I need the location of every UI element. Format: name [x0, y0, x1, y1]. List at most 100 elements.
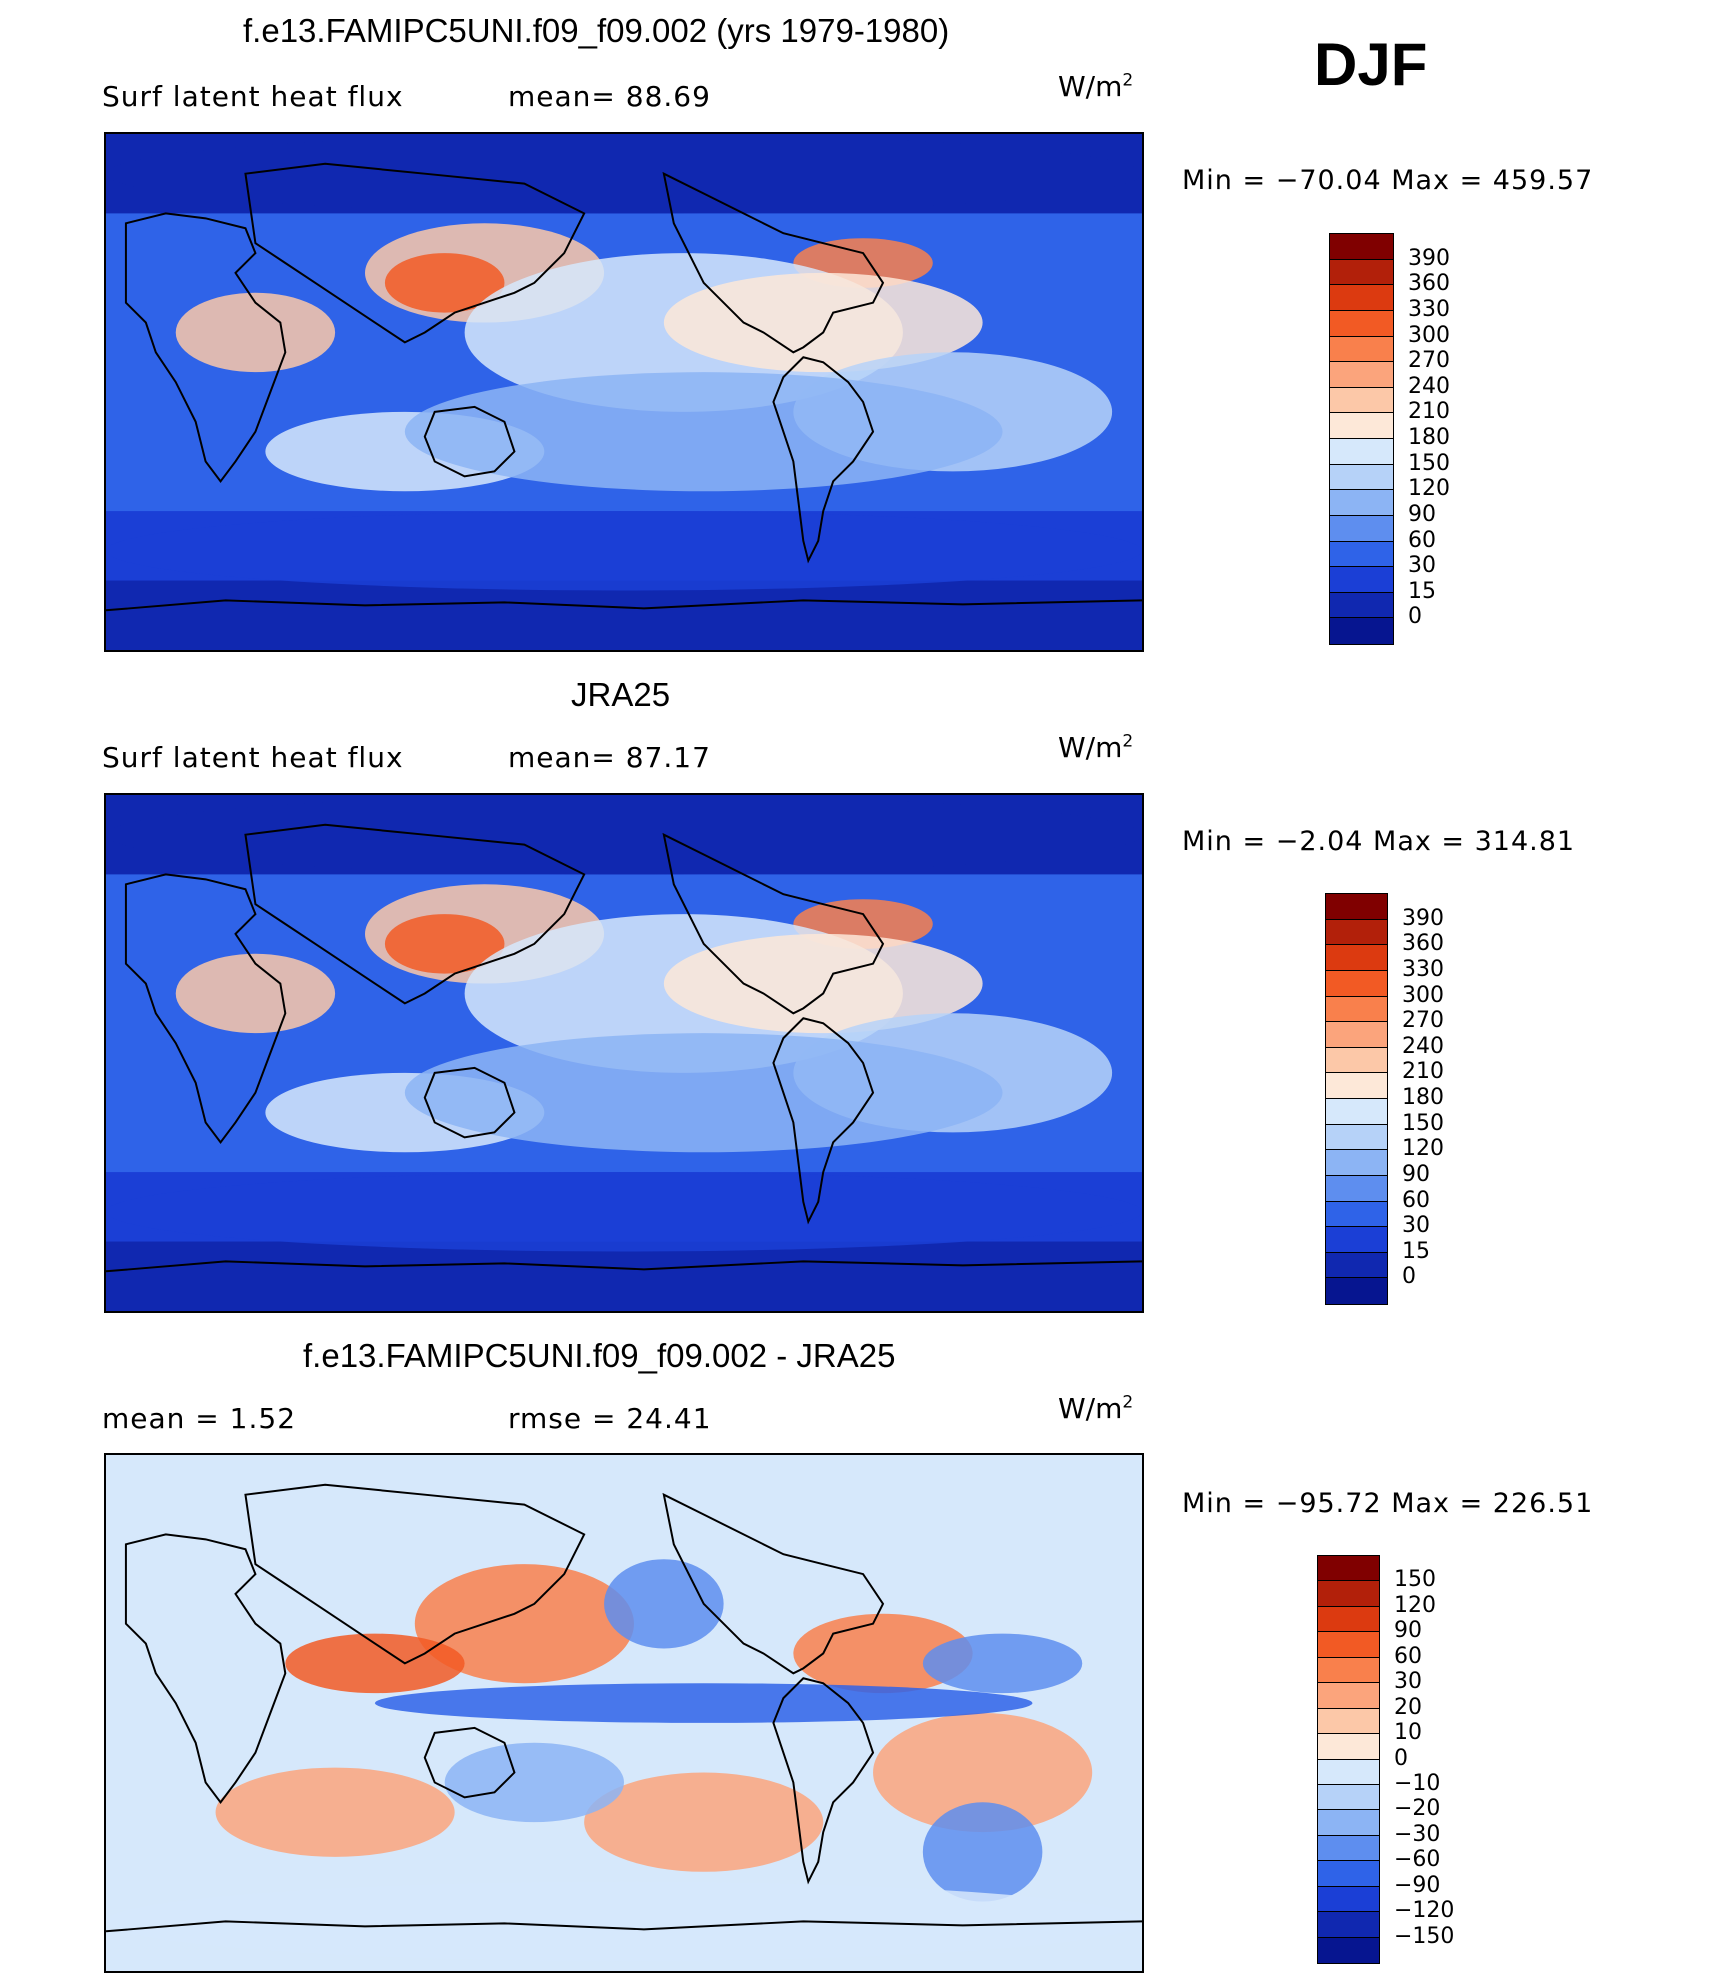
colorbar-label: 120	[1394, 1592, 1436, 1618]
panel2-title: JRA25	[571, 676, 671, 713]
panel3-rmse-label: rmse = 24.41	[508, 1402, 712, 1435]
colorbar-label: −10	[1394, 1770, 1441, 1796]
colorbar-label: −90	[1394, 1872, 1441, 1898]
coastline	[106, 1920, 1142, 1933]
colorbar-box	[1326, 1022, 1387, 1048]
colorbar-label: 90	[1402, 1161, 1430, 1187]
map-contour-region	[285, 1633, 465, 1694]
colorbar-box	[1330, 310, 1393, 337]
colorbar-label: 150	[1394, 1567, 1436, 1593]
coastline	[124, 212, 287, 483]
colorbar-box	[1326, 919, 1387, 946]
colorbar-box	[1318, 1581, 1379, 1607]
panel3-title: f.e13.FAMIPC5UNI.f09_f09.002 - JRA25	[303, 1337, 896, 1374]
map-contour-region	[106, 511, 1142, 591]
colorbar-label: −60	[1394, 1847, 1441, 1873]
colorbar-box	[1326, 1175, 1387, 1202]
colorbar-label: 15	[1402, 1238, 1430, 1264]
coastline	[124, 873, 287, 1144]
map-contour-region	[404, 1033, 1003, 1153]
colorbar-box	[1318, 1835, 1379, 1862]
colorbar-box	[1330, 362, 1393, 388]
coastline	[772, 1017, 875, 1225]
colorbar-label: 180	[1402, 1085, 1444, 1110]
colorbar-label: 270	[1402, 1008, 1444, 1034]
map-contour-region	[175, 953, 336, 1034]
map-contour-region	[106, 1172, 1142, 1252]
panel3-mean-label: mean = 1.52	[102, 1402, 297, 1435]
colorbar-box	[1318, 1708, 1379, 1735]
panel2-units: W/m2	[1058, 731, 1134, 764]
colorbar-box	[1318, 1606, 1379, 1633]
colorbar-label: 180	[1408, 425, 1450, 450]
coastline	[106, 599, 1142, 612]
coastline	[423, 1726, 516, 1799]
colorbar-label: 390	[1402, 905, 1444, 931]
coastline	[244, 162, 586, 344]
colorbar-label: 240	[1402, 1033, 1444, 1059]
colorbar-box	[1318, 1556, 1379, 1582]
colorbar-box	[1318, 1912, 1379, 1938]
coastline	[244, 823, 586, 1005]
colorbar-label: 90	[1394, 1618, 1422, 1644]
colorbar-label: 0	[1408, 604, 1422, 630]
colorbar-box	[1330, 490, 1393, 516]
coastline	[772, 1677, 875, 1885]
colorbar-box	[1326, 1150, 1387, 1176]
panel1-mean-label: mean= 88.69	[508, 80, 711, 113]
colorbar-label: −120	[1394, 1898, 1455, 1924]
colorbar-box	[1318, 1810, 1379, 1836]
map-contour-region	[604, 1559, 724, 1649]
colorbar-label: 360	[1402, 931, 1444, 957]
colorbar-label: 0	[1394, 1745, 1408, 1771]
colorbar-box	[1330, 439, 1393, 465]
colorbar-box	[1330, 259, 1393, 286]
colorbar-label: 390	[1408, 245, 1450, 271]
colorbar-box	[1326, 1073, 1387, 1099]
coastline	[662, 1492, 885, 1675]
colorbar-label: 240	[1408, 373, 1450, 399]
colorbar-label: 10	[1394, 1720, 1422, 1746]
colorbar-label: 210	[1408, 399, 1450, 425]
colorbar-box	[1326, 894, 1387, 920]
map-contour-region	[922, 1633, 1083, 1694]
colorbar-box	[1326, 1252, 1387, 1279]
colorbar-label: 300	[1408, 322, 1450, 348]
colorbar-box	[1330, 234, 1393, 260]
panel2-mean-label: mean= 87.17	[508, 741, 711, 774]
map-contour-region	[584, 1772, 824, 1872]
colorbar-label: −30	[1394, 1821, 1441, 1847]
map-contour-region	[106, 1881, 1142, 1962]
coastline	[662, 171, 885, 354]
panel3-units: W/m2	[1058, 1392, 1134, 1425]
colorbar-box	[1326, 1227, 1387, 1253]
map-contour-region	[384, 253, 505, 313]
panel3-colorbar	[1317, 1555, 1380, 1964]
colorbar-box	[1326, 1201, 1387, 1228]
panel2-map-contours	[106, 795, 1142, 1311]
colorbar-label: 15	[1408, 578, 1436, 604]
panel3-map	[104, 1453, 1144, 1973]
colorbar-label: 150	[1408, 450, 1450, 476]
colorbar-box	[1330, 567, 1393, 593]
colorbar-label: 120	[1402, 1136, 1444, 1162]
colorbar-box	[1326, 996, 1387, 1023]
coastline	[662, 832, 885, 1015]
colorbar-label: −150	[1394, 1923, 1455, 1949]
colorbar-box	[1318, 1861, 1379, 1887]
panel2-map	[104, 793, 1144, 1313]
colorbar-label: 210	[1402, 1059, 1444, 1085]
colorbar-label: −20	[1394, 1796, 1441, 1822]
panel1-units: W/m2	[1058, 70, 1134, 103]
colorbar-label: 30	[1402, 1213, 1430, 1239]
colorbar-label: 60	[1402, 1187, 1430, 1213]
map-contour-region	[175, 292, 336, 373]
colorbar-label: 270	[1408, 348, 1450, 374]
colorbar-box	[1330, 515, 1393, 542]
panel3-minmax: Min = −95.72 Max = 226.51	[1182, 1488, 1594, 1519]
coastline	[772, 356, 875, 564]
colorbar-box	[1326, 1099, 1387, 1125]
colorbar-box	[1318, 1734, 1379, 1760]
colorbar-label: 60	[1394, 1643, 1422, 1669]
colorbar-label: 120	[1408, 476, 1450, 502]
